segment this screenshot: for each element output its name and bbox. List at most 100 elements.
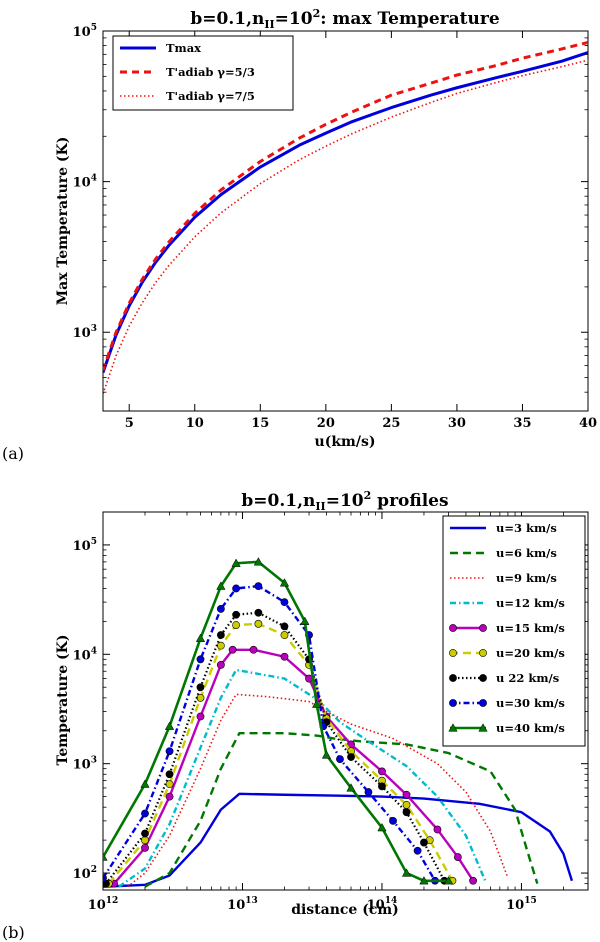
series-u-15-km-s-point <box>453 853 462 861</box>
series-u-20-km-s-point <box>402 800 411 809</box>
series-u-40-km-s-point <box>401 868 412 877</box>
panel-b-ticks: 1012 1013 1014 1015 102 103 104 105 <box>73 511 589 913</box>
panel-a-xlabel: u(km/s) <box>315 434 376 450</box>
legend-label-u-15-km-s: u=15 km/s <box>496 621 565 635</box>
x-tick-label: 1012 <box>88 896 119 913</box>
legend-label-t-adiab-7-5: T'adiab γ=7/5 <box>166 89 255 103</box>
series-u-40-km-s-point <box>216 581 226 590</box>
series-u-22-km-s-point <box>347 753 355 761</box>
panel-b-ylabel: Temperature (K) <box>55 635 71 766</box>
legend-label-u-40-km-s: u=40 km/s <box>496 721 565 735</box>
legend-label-u-3-km-s: u=3 km/s <box>496 521 557 535</box>
series-u-30-km-s-point <box>232 584 241 593</box>
series-u-30-km-s-point <box>165 747 174 756</box>
x-tick-label: 35 <box>513 416 531 431</box>
y-tick-label: 105 <box>73 23 97 40</box>
series-u-6-km-s <box>144 731 539 888</box>
panel-b-legend: u=3 km/s u=6 km/s u=9 km/s u=12 km/s u=15 km… <box>442 515 586 747</box>
series-u-22-km-s-point <box>378 782 386 791</box>
series-u-22-km-s-point <box>232 610 241 619</box>
series-u-20-km-s-point <box>141 836 149 845</box>
series-u-30-km-s-point <box>413 846 422 855</box>
series-u-20-km-s-point <box>216 641 225 650</box>
series-u-12-km-s-line <box>118 668 487 888</box>
y-tick-label: 103 <box>73 324 97 341</box>
panel-b-xlabel: distance (cm) <box>291 902 399 918</box>
series-u-40-km-s-point <box>231 558 241 567</box>
panel-a-legend: Tmax T'adiab γ=5/3 T'adiab γ=7/5 <box>112 35 294 111</box>
legend-marker-u-22-km-s <box>479 674 487 682</box>
series-u-20-km-s-point <box>165 780 174 789</box>
legend-marker-u-30-km-s <box>479 699 487 707</box>
series-u-22-km-s-point <box>420 838 428 847</box>
series-u-15-km-s-point <box>196 712 205 721</box>
panel-a: b=0.1,nII=102: max Temperature 5 10 15 20 25… <box>2 7 597 463</box>
series-u-20-km-s-point <box>280 631 289 639</box>
series-u-40-km-s-point <box>164 721 175 730</box>
series-u-22-km-s-point <box>141 829 149 838</box>
series-u-15-km-s-line <box>113 648 475 885</box>
series-u-30-km-s-point <box>280 598 289 607</box>
legend-marker-u-15-km-s <box>479 624 487 632</box>
legend-marker-u-15-km-s <box>449 624 457 632</box>
panel-b-plot-area <box>103 557 574 888</box>
series-u-15-km-s-point <box>249 645 258 654</box>
series-u-15-km-s <box>110 645 477 888</box>
x-tick-label: 20 <box>317 416 335 431</box>
series-u-40-km-s-point <box>346 783 356 792</box>
series-u-22-km-s-point <box>216 631 225 639</box>
x-tick-label: 1015 <box>506 896 537 913</box>
x-tick-label: 15 <box>251 416 269 431</box>
x-tick-label: 1014 <box>367 896 398 913</box>
x-tick-label: 5 <box>125 416 134 431</box>
y-tick-label: 104 <box>73 174 97 191</box>
series-u-15-km-s-point <box>165 792 174 801</box>
series-u-40-km-s-point <box>253 557 264 566</box>
legend-marker-u-20-km-s <box>449 649 457 657</box>
legend-marker-u-40-km-s <box>448 723 458 732</box>
legend-marker-u-20-km-s <box>479 649 487 657</box>
series-u-30-km-s-point <box>336 755 344 764</box>
series-u-3-km-s <box>103 792 574 888</box>
series-u-40-km-s-point <box>300 616 310 625</box>
panel-a-title: b=0.1,nII=102: max Temperature <box>190 7 499 31</box>
series-u-15-km-s-point <box>216 661 225 669</box>
legend-label-tmax: Tmax <box>166 41 201 55</box>
series-u-22-km-s-point <box>254 608 263 617</box>
series-u-22-km-s-point <box>165 770 174 779</box>
panel-b-legend-box <box>442 515 586 747</box>
series-u-15-km-s-point <box>378 767 386 776</box>
series-u-15-km-s-point <box>141 843 149 852</box>
series-u-40-km-s-point <box>140 779 150 788</box>
legend-label-u-12-km-s: u=12 km/s <box>496 596 565 610</box>
series-u-15-km-s-point <box>280 652 289 661</box>
series-u-20-km-s-point <box>254 619 263 628</box>
x-tick-label: 40 <box>579 416 597 431</box>
series-u-40-km-s-point <box>419 876 429 885</box>
series-u-40-km-s-point <box>311 699 322 708</box>
series-u-22-km-s-point <box>196 683 205 692</box>
series-u-30-km-s-point <box>364 788 373 796</box>
x-tick-label: 1013 <box>227 896 258 913</box>
series-u-20-km-s-point <box>196 693 205 702</box>
legend-label-u-22-km-s: u 22 km/s <box>496 671 559 685</box>
legend-label-u-6-km-s: u=6 km/s <box>496 546 557 560</box>
y-tick-label: 103 <box>73 756 97 773</box>
legend-label-u-20-km-s: u=20 km/s <box>496 646 565 660</box>
panel-a-plot-area <box>103 40 588 395</box>
series-t-adiab-5-3-line <box>103 40 588 371</box>
series-u-20-km-s <box>104 619 457 888</box>
series-t-adiab-5-3 <box>103 40 588 371</box>
x-tick-label: 30 <box>448 416 466 431</box>
panel-b-title: b=0.1,nII=102 profiles <box>241 489 448 513</box>
series-u-9-km-s <box>127 693 509 888</box>
legend-label-u-30-km-s: u=30 km/s <box>496 696 565 710</box>
x-tick-label: 10 <box>186 416 204 431</box>
series-u-15-km-s-point <box>228 645 237 654</box>
panel-a-ticks: 5 10 15 20 25 30 35 40 103 104 105 <box>73 23 597 431</box>
x-tick-label: 25 <box>382 416 400 431</box>
series-u-22-km-s-point <box>280 622 289 631</box>
series-u-40-km-s-point <box>279 578 290 587</box>
series-u-30-km-s-point <box>216 605 225 613</box>
